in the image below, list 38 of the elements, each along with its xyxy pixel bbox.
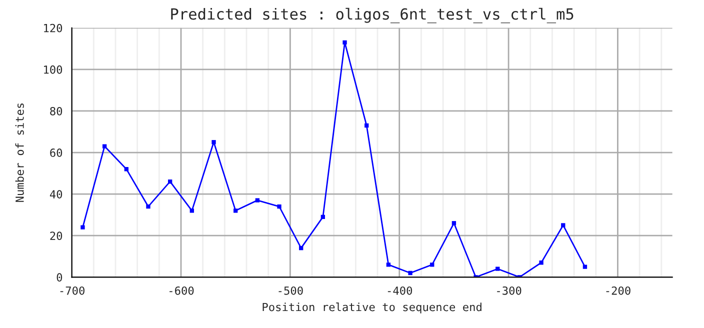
- point: [255, 198, 260, 202]
- point: [342, 40, 347, 45]
- point: [430, 262, 434, 267]
- point: [299, 246, 304, 250]
- point: [277, 204, 282, 209]
- y-tick-label: 80: [50, 106, 62, 116]
- x-tick-label: -500: [278, 286, 303, 295]
- point: [146, 204, 150, 209]
- point: [539, 260, 544, 265]
- y-tick-label: 120: [44, 24, 62, 32]
- point: [452, 221, 456, 226]
- chart-title: Predicted sites : oligos_6nt_test_vs_ctrl_m5: [171, 8, 574, 24]
- point: [190, 208, 194, 213]
- point: [496, 266, 500, 271]
- y-axis-title: Number of sites: [15, 103, 24, 202]
- x-tick-label: -700: [60, 286, 84, 295]
- point: [364, 123, 369, 128]
- point: [408, 270, 412, 276]
- point: [102, 144, 107, 148]
- y-tick-label: 0: [56, 273, 62, 282]
- x-axis-title: Position relative to sequence end: [262, 302, 482, 314]
- point: [386, 262, 391, 267]
- point: [168, 180, 172, 184]
- y-tick-label: 40: [50, 190, 62, 198]
- x-tick-label: -400: [388, 286, 412, 295]
- point: [582, 264, 588, 269]
- point: [561, 223, 566, 228]
- y-tick-label: 20: [50, 232, 62, 240]
- point: [80, 225, 85, 230]
- y-tick-label: 60: [50, 148, 62, 157]
- x-tick-label: -600: [170, 286, 194, 295]
- x-tick-label: -200: [606, 286, 630, 295]
- point: [234, 208, 238, 213]
- x-tick-label: -300: [497, 286, 522, 295]
- point: [124, 167, 128, 172]
- point: [212, 140, 216, 144]
- point: [320, 214, 326, 219]
- y-tick-label: 100: [44, 65, 62, 74]
